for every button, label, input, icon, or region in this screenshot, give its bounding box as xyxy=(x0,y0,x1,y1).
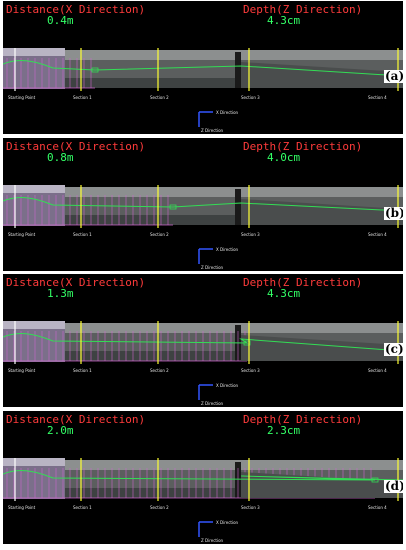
x-direction-label: X Direction xyxy=(216,383,239,388)
section2-label: Section 2 xyxy=(150,95,169,100)
depth-value: 2.3cm xyxy=(267,424,301,437)
depth-label: Depth(Z Direction) xyxy=(243,140,363,153)
distance-value: 2.0m xyxy=(47,424,74,437)
depth-value: 4.0cm xyxy=(267,151,301,164)
frame-panel-d: Distance(X Direction) Depth(Z Direction)… xyxy=(3,411,403,544)
section3-label: Section 3 xyxy=(241,368,260,373)
section3-label: Section 3 xyxy=(241,95,260,100)
distance-label: Distance(X Direction) xyxy=(6,3,146,16)
x-direction-label: X Direction xyxy=(216,520,239,525)
starting-point-label: Starting Point xyxy=(8,232,36,237)
flume-photo xyxy=(3,321,403,364)
section2-label: Section 2 xyxy=(150,368,169,373)
z-direction-label: Z Direction xyxy=(201,128,224,133)
distance-label: Distance(X Direction) xyxy=(6,276,146,289)
panel-tag: (c) xyxy=(384,342,403,356)
depth-label: Depth(Z Direction) xyxy=(243,3,363,16)
starting-point-label: Starting Point xyxy=(8,95,36,100)
flume-photo xyxy=(3,48,403,91)
section1-label: Section 1 xyxy=(73,368,92,373)
z-direction-label: Z Direction xyxy=(201,401,224,406)
starting-point-label: Starting Point xyxy=(8,368,36,373)
frame-panel-b: Distance(X Direction) Depth(Z Direction)… xyxy=(3,138,403,271)
axis-indicator xyxy=(198,111,213,127)
section2-label: Section 2 xyxy=(150,505,169,510)
section1-label: Section 1 xyxy=(73,505,92,510)
z-direction-label: Z Direction xyxy=(201,265,224,270)
starting-point-label: Starting Point xyxy=(8,505,36,510)
distance-value: 0.8m xyxy=(47,151,74,164)
frame-panel-c: Distance(X Direction) Depth(Z Direction)… xyxy=(3,274,403,407)
panel-tag: (d) xyxy=(384,480,403,493)
section1-label: Section 1 xyxy=(73,95,92,100)
x-direction-label: X Direction xyxy=(216,110,239,115)
section4-label: Section 4 xyxy=(368,505,387,510)
section4-label: Section 4 xyxy=(368,95,387,100)
distance-label: Distance(X Direction) xyxy=(6,413,146,426)
z-direction-label: Z Direction xyxy=(201,538,224,543)
distance-label: Distance(X Direction) xyxy=(6,140,146,153)
depth-value: 4.3cm xyxy=(267,287,301,300)
depth-label: Depth(Z Direction) xyxy=(243,276,363,289)
section4-label: Section 4 xyxy=(368,368,387,373)
frame-panel-a: Distance(X Direction) Depth(Z Direction)… xyxy=(3,1,403,134)
panel-tag: (a) xyxy=(384,70,403,83)
section4-label: Section 4 xyxy=(368,232,387,237)
flume-photo xyxy=(3,458,403,501)
distance-value: 0.4m xyxy=(47,14,74,27)
section1-label: Section 1 xyxy=(73,232,92,237)
depth-value: 4.3cm xyxy=(267,14,301,27)
distance-value: 1.3m xyxy=(47,287,74,300)
depth-label: Depth(Z Direction) xyxy=(243,413,363,426)
axis-indicator xyxy=(198,384,213,400)
axis-indicator xyxy=(198,248,213,264)
x-direction-label: X Direction xyxy=(216,247,239,252)
axis-indicator xyxy=(198,521,213,537)
section3-label: Section 3 xyxy=(241,505,260,510)
section2-label: Section 2 xyxy=(150,232,169,237)
flume-photo xyxy=(3,185,403,228)
panel-tag: (b) xyxy=(384,207,403,220)
section3-label: Section 3 xyxy=(241,232,260,237)
